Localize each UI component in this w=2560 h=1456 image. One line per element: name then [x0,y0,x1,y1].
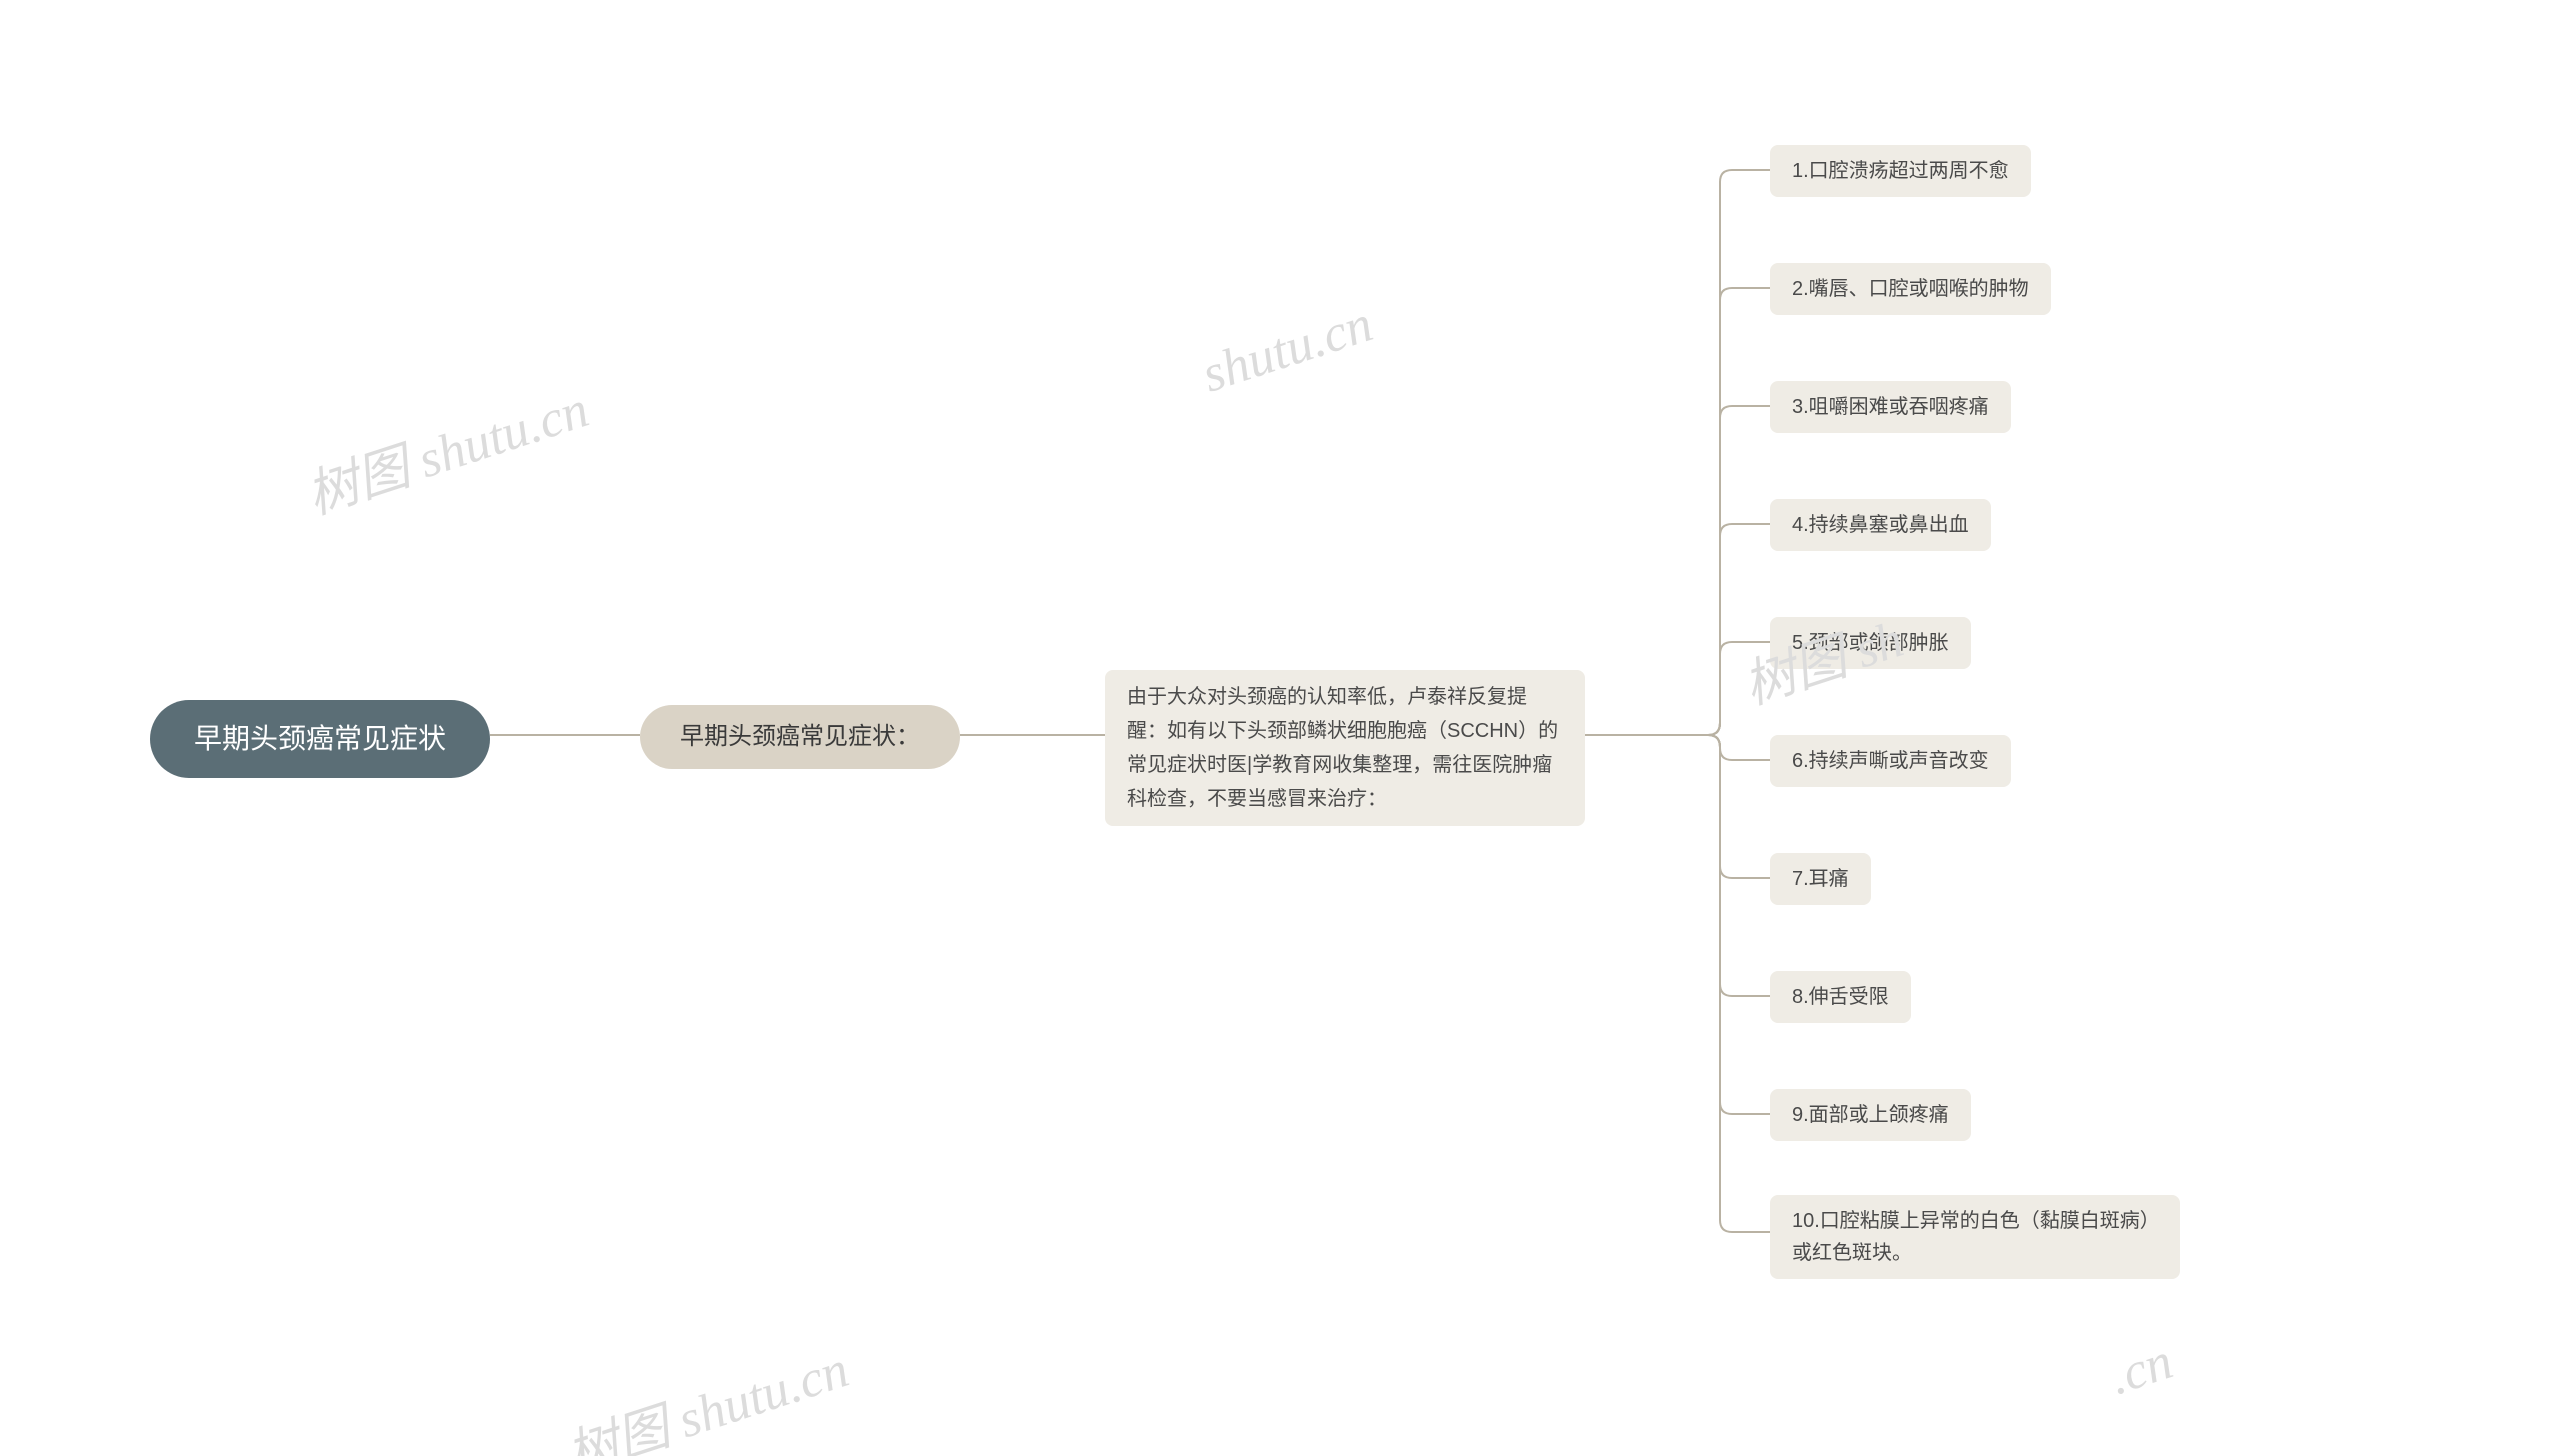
mindmap-leaf-node: 5.颈部或颌部肿胀 [1770,617,1971,669]
leaf-label: 4.持续鼻塞或鼻出血 [1792,509,1969,541]
mindmap-leaf-node: 1.口腔溃疡超过两周不愈 [1770,145,2031,197]
mindmap-description-node: 由于大众对头颈癌的认知率低，卢泰祥反复提醒：如有以下头颈部鳞状细胞胞癌（SCCH… [1105,670,1585,826]
mindmap-leaf-node: 8.伸舌受限 [1770,971,1911,1023]
leaf-label: 6.持续声嘶或声音改变 [1792,745,1989,777]
mindmap-root-node: 早期头颈癌常见症状 [150,700,490,778]
leaf-label: 1.口腔溃疡超过两周不愈 [1792,155,2009,187]
mindmap-leaf-node: 2.嘴唇、口腔或咽喉的肿物 [1770,263,2051,315]
leaf-label: 10.口腔粘膜上异常的白色（黏膜白斑病）或红色斑块。 [1792,1205,2158,1269]
mindmap-leaf-node: 6.持续声嘶或声音改变 [1770,735,2011,787]
description-label: 由于大众对头颈癌的认知率低，卢泰祥反复提醒：如有以下头颈部鳞状细胞胞癌（SCCH… [1127,680,1563,816]
watermark-text: 树图 shutu.cn [296,367,597,528]
leaf-label: 7.耳痛 [1792,863,1849,895]
branch-label: 早期头颈癌常见症状： [680,719,920,755]
mindmap-leaf-node: 7.耳痛 [1770,853,1871,905]
leaf-label: 8.伸舌受限 [1792,981,1889,1013]
leaf-label: 3.咀嚼困难或吞咽疼痛 [1792,391,1989,423]
leaf-label: 2.嘴唇、口腔或咽喉的肿物 [1792,273,2029,305]
watermark-text: .cn [2102,1332,2179,1407]
root-label: 早期头颈癌常见症状 [194,718,446,760]
leaf-label: 9.面部或上颌疼痛 [1792,1099,1949,1131]
watermark-text: 树图 shutu.cn [556,1327,857,1456]
mindmap-leaf-node: 4.持续鼻塞或鼻出血 [1770,499,1991,551]
leaf-label: 5.颈部或颌部肿胀 [1792,627,1949,659]
mindmap-leaf-node: 3.咀嚼困难或吞咽疼痛 [1770,381,2011,433]
mindmap-leaf-node: 9.面部或上颌疼痛 [1770,1089,1971,1141]
watermark-text: shutu.cn [1195,294,1379,404]
mindmap-leaf-node: 10.口腔粘膜上异常的白色（黏膜白斑病）或红色斑块。 [1770,1195,2180,1279]
mindmap-branch-node: 早期头颈癌常见症状： [640,705,960,769]
